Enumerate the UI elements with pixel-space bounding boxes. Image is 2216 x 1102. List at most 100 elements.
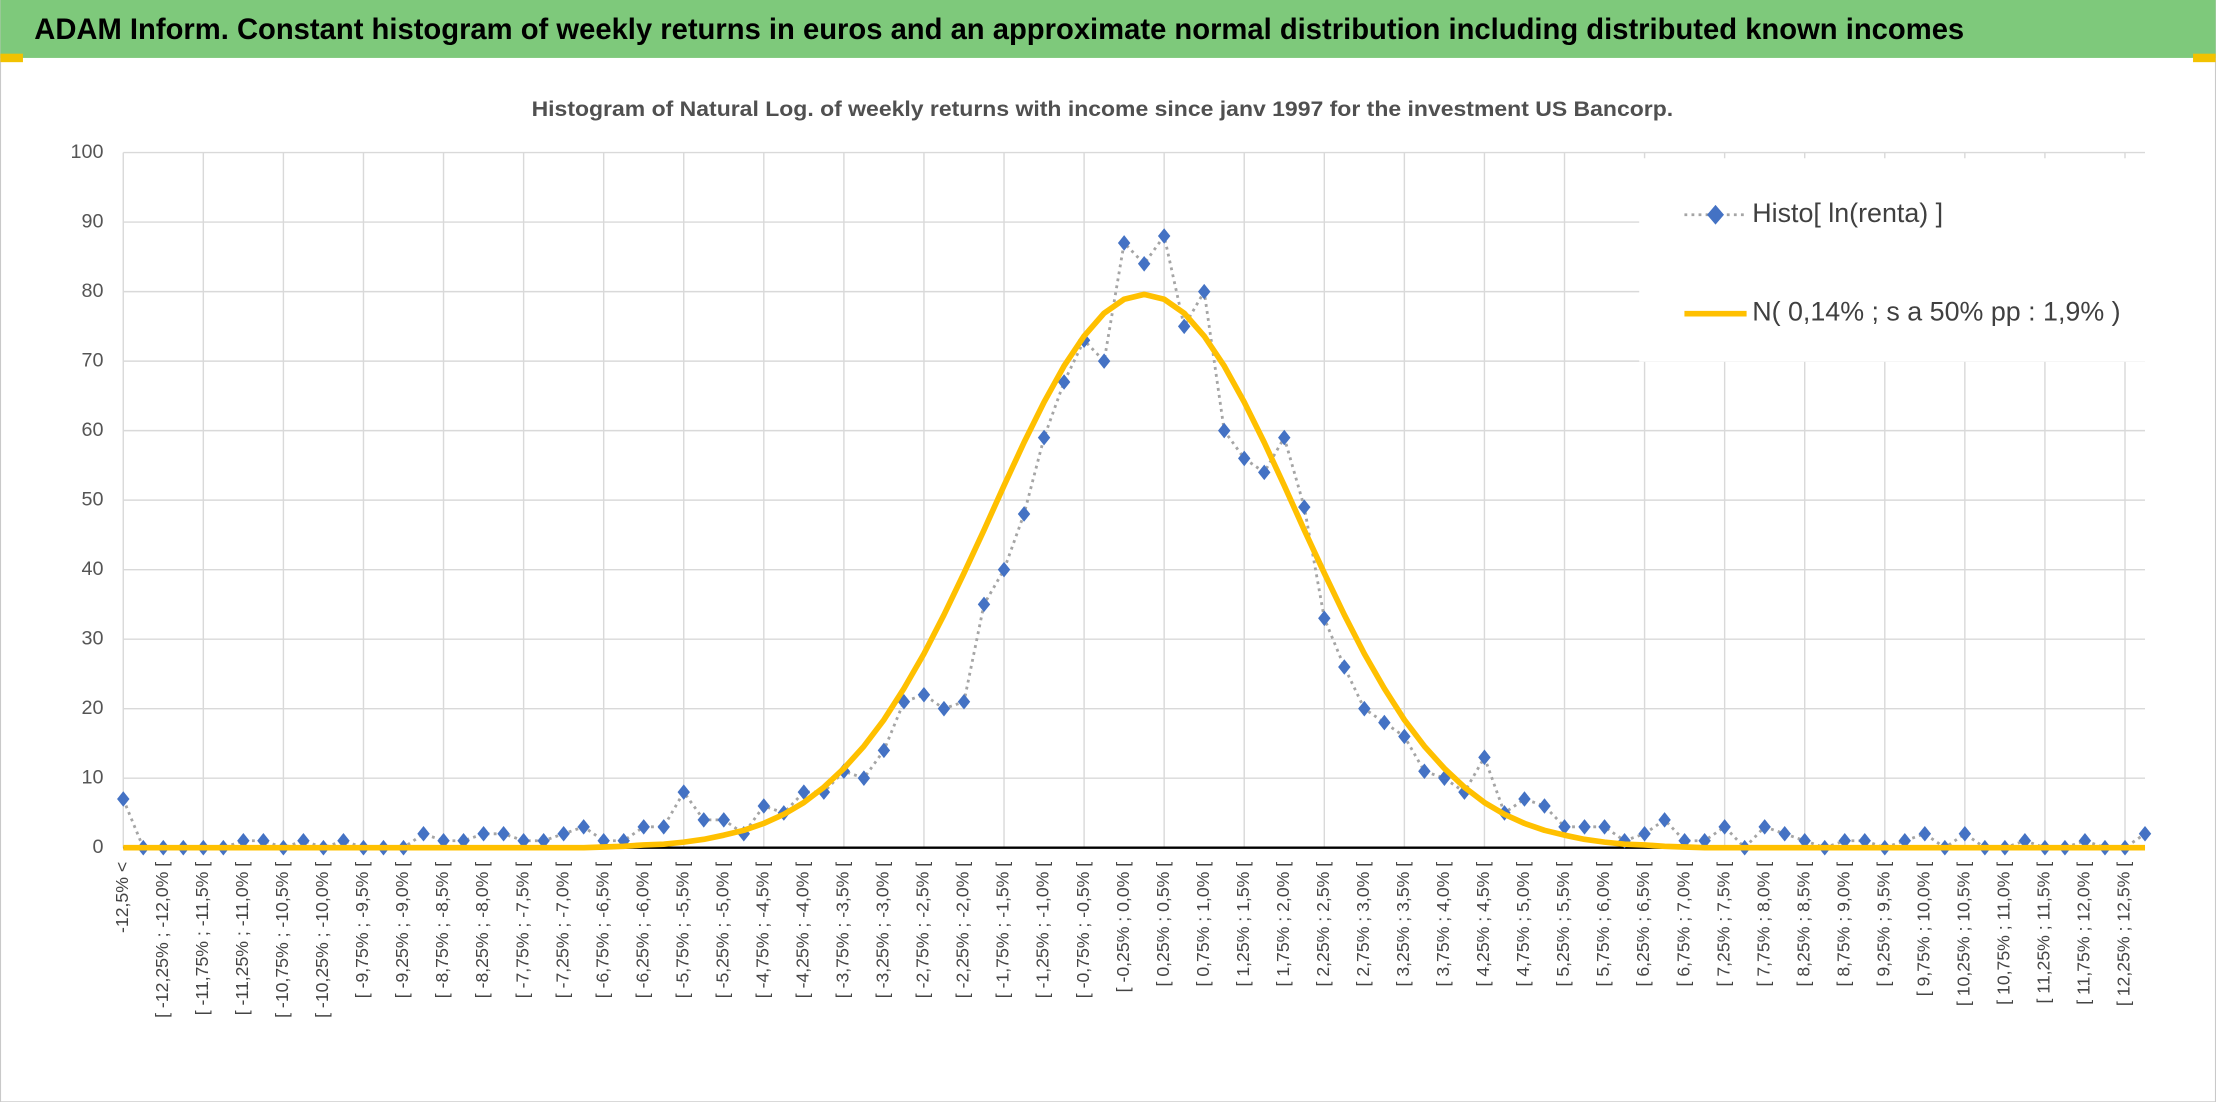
x-tick-label: [ -3,75% ; -3,5% [ — [833, 862, 853, 998]
x-tick-label: [ -11,75% ; -11,5% [ — [192, 862, 212, 1016]
x-tick-label: [ 1,75% ; 2,0% [ — [1273, 862, 1293, 987]
data-point — [517, 832, 530, 849]
y-tick-label: 70 — [81, 349, 103, 371]
legend-label: Histo[ ln(renta) ] — [1752, 198, 1943, 228]
x-tick-label: [ 1,25% ; 1,5% [ — [1233, 862, 1253, 987]
data-point — [1258, 464, 1271, 481]
data-point — [1518, 791, 1531, 807]
data-point — [637, 819, 650, 835]
plot — [117, 228, 2152, 856]
x-tick-label: [ 0,25% ; 0,5% [ — [1153, 862, 1173, 987]
legend-label: N( 0,14% ; s a 50% pp : 1,9% ) — [1752, 297, 2120, 327]
x-tick-label: [ 11,75% ; 12,0% [ — [2074, 862, 2094, 1005]
legend-swatch — [1707, 204, 1724, 225]
data-point — [1638, 826, 1651, 842]
y-tick-label: 30 — [81, 627, 103, 649]
data-point — [1778, 826, 1791, 842]
data-point — [557, 826, 570, 842]
data-point — [1197, 283, 1211, 300]
x-tick-label: [ -8,25% ; -8,0% [ — [472, 862, 492, 998]
y-tick-label: 100 — [71, 141, 104, 163]
data-point — [1458, 784, 1471, 800]
data-point — [117, 791, 130, 807]
x-tick-label: -12,5% < — [112, 862, 132, 933]
data-point — [1658, 812, 1671, 828]
y-tick-label: 10 — [81, 766, 103, 788]
x-tick-label: [ -12,25% ; -12,0% [ — [152, 862, 172, 1018]
data-point — [1578, 819, 1591, 835]
data-point — [1438, 770, 1451, 786]
data-point — [437, 832, 450, 849]
grid: 0 10 20 30 40 50 60 70 80 90 100 -12,5% < [ -12,25% … — [71, 141, 2146, 1018]
data-point — [1698, 832, 1711, 849]
x-tick-label: [ -7,75% ; -7,5% [ — [512, 862, 532, 998]
y-tick-label: 80 — [81, 280, 103, 302]
x-tick-label: [ 2,25% ; 2,5% [ — [1313, 862, 1333, 987]
data-point — [797, 784, 811, 800]
data-point — [857, 770, 871, 786]
data-point — [537, 832, 550, 849]
y-tick-label: 40 — [81, 558, 103, 580]
x-tick-label: [ -9,25% ; -9,0% [ — [392, 862, 412, 998]
y-tick-label: 50 — [81, 488, 103, 510]
x-tick-label: [ -8,75% ; -8,5% [ — [432, 862, 452, 998]
x-tick-label: [ 8,25% ; 8,5% [ — [1793, 862, 1813, 987]
x-tick-label: [ 10,25% ; 10,5% [ — [1954, 862, 1974, 1006]
header-title: ADAM Inform. Constant histogram of weekl… — [34, 13, 1964, 46]
x-tick-label: [ 9,75% ; 10,0% [ — [1913, 862, 1933, 997]
data-point — [1057, 374, 1071, 390]
x-tick-label: [ 0,75% ; 1,0% [ — [1193, 862, 1213, 987]
x-tick-label: [ 2,75% ; 3,0% [ — [1353, 862, 1373, 987]
data-point — [1538, 798, 1551, 814]
data-point — [957, 693, 971, 710]
data-point — [1798, 832, 1811, 849]
data-point — [1718, 819, 1731, 835]
data-point — [2078, 832, 2092, 849]
y-tick-label: 0 — [92, 836, 103, 858]
data-point — [297, 832, 310, 849]
data-point — [1398, 728, 1411, 745]
x-tick-label: [ -4,25% ; -4,0% [ — [793, 862, 813, 998]
x-tick-label: [ -7,25% ; -7,0% [ — [552, 862, 572, 998]
x-tick-label: [ -10,25% ; -10,0% [ — [312, 862, 332, 1018]
x-tick-label: [ 7,75% ; 8,0% [ — [1753, 862, 1773, 987]
y-tick-label: 90 — [81, 210, 103, 232]
data-point — [1177, 318, 1191, 335]
data-point — [577, 819, 590, 835]
y-tick-label: 20 — [81, 697, 103, 719]
data-point — [257, 832, 270, 849]
data-point — [997, 561, 1011, 578]
x-tick-label: [ 9,25% ; 9,5% [ — [1873, 862, 1893, 987]
data-point — [1478, 749, 1491, 766]
y-tick-label: 60 — [81, 419, 103, 441]
x-tick-label: [ -6,75% ; -6,5% [ — [592, 862, 612, 998]
x-tick-label: [ 5,75% ; 6,0% [ — [1593, 862, 1613, 987]
data-point — [977, 596, 991, 613]
x-tick-label: [ -4,75% ; -4,5% [ — [752, 862, 772, 998]
x-tick-label: [ 11,25% ; 11,5% [ — [2034, 862, 2054, 1004]
data-point — [717, 812, 730, 828]
data-point — [477, 826, 490, 842]
x-tick-label: [ 3,75% ; 4,0% [ — [1433, 862, 1453, 987]
x-tick-label: [ 3,25% ; 3,5% [ — [1393, 862, 1413, 987]
corner-mark — [0, 53, 23, 63]
data-point — [457, 832, 470, 849]
legend: Histo[ ln(renta) ] N( 0,14% ; s a 50% pp … — [1639, 158, 2146, 362]
x-tick-label: [ -1,75% ; -1,5% [ — [993, 862, 1013, 998]
x-tick-label: [ -9,75% ; -9,5% [ — [352, 862, 372, 998]
x-tick-label: [ -11,25% ; -11,0% [ — [232, 862, 252, 1016]
x-tick-label: [ -2,75% ; -2,5% [ — [913, 862, 933, 998]
x-tick-label: [ -10,75% ; -10,5% [ — [272, 862, 292, 1018]
legend-box — [1639, 158, 2146, 362]
x-tick-label: [ -5,75% ; -5,5% [ — [672, 862, 692, 998]
corner-mark — [2193, 53, 2216, 63]
data-point — [1278, 429, 1291, 446]
data-point — [877, 742, 891, 759]
x-tick-label: [ -0,25% ; 0,0% [ — [1113, 862, 1133, 993]
data-point — [697, 812, 710, 828]
x-tick-label: [ -5,25% ; -5,0% [ — [712, 862, 732, 998]
x-tick-label: [ 6,75% ; 7,0% [ — [1673, 862, 1693, 987]
data-point — [1558, 819, 1571, 835]
